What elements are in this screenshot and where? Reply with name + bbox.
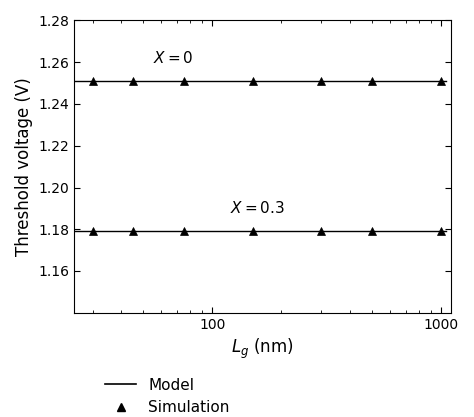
Legend: Model, Simulation: Model, Simulation (101, 373, 234, 417)
X-axis label: $L_g$ (nm): $L_g$ (nm) (231, 337, 294, 362)
Y-axis label: Threshold voltage (V): Threshold voltage (V) (15, 77, 33, 256)
Text: $X = 0.3$: $X = 0.3$ (230, 201, 285, 216)
Text: $X = 0$: $X = 0$ (153, 50, 193, 66)
